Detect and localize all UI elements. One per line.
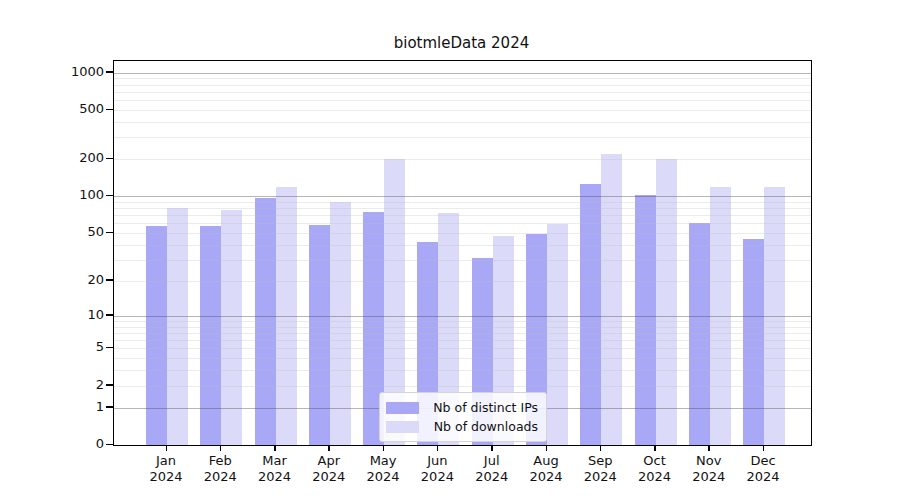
legend-swatch-distinct-ips xyxy=(386,402,419,414)
y-axis-label-1: 1 xyxy=(28,400,104,414)
gridline-700 xyxy=(114,92,811,93)
gridline-60 xyxy=(114,223,811,224)
y-axis-tick-50 xyxy=(106,232,113,234)
gridline-7 xyxy=(114,333,811,334)
gridline-800 xyxy=(114,85,811,86)
y-axis-tick-1 xyxy=(106,406,113,408)
y-axis-label-0: 0 xyxy=(28,437,104,451)
x-axis-tick-oct xyxy=(654,444,656,451)
bar-ips-nov xyxy=(689,223,710,445)
bar-downloads-sep xyxy=(601,154,622,445)
x-axis-tick-feb xyxy=(220,444,222,451)
gridline-50 xyxy=(114,233,811,234)
y-axis-tick-2 xyxy=(106,384,113,386)
gridline-10 xyxy=(114,316,811,317)
gridline-3 xyxy=(114,370,811,371)
legend-label-distinct-ips: Nb of distinct IPs xyxy=(433,400,538,415)
y-axis-label-50: 50 xyxy=(28,225,104,239)
gridline-2 xyxy=(114,386,811,387)
y-axis-tick-500 xyxy=(106,109,113,111)
x-axis-tick-sep xyxy=(600,444,602,451)
gridline-900 xyxy=(114,78,811,79)
y-axis-label-2: 2 xyxy=(28,378,104,392)
legend: Nb of distinct IPs Nb of downloads xyxy=(379,392,547,442)
gridline-70 xyxy=(114,215,811,216)
bar-ips-apr xyxy=(309,225,330,445)
x-axis-tick-jul xyxy=(491,444,493,451)
x-axis-tick-mar xyxy=(274,444,276,451)
x-axis-tick-dec xyxy=(763,444,765,451)
gridline-200 xyxy=(114,159,811,160)
y-axis-tick-100 xyxy=(106,195,113,197)
x-axis-tick-may xyxy=(383,444,385,451)
x-axis-label-dec: Dec 2024 xyxy=(731,453,795,485)
gridline-4 xyxy=(114,358,811,359)
legend-swatch-downloads xyxy=(386,421,419,433)
gridline-90 xyxy=(114,202,811,203)
y-axis-tick-20 xyxy=(106,279,113,281)
y-axis-label-1000: 1000 xyxy=(28,65,104,79)
y-axis-tick-1000 xyxy=(106,71,113,73)
y-axis-tick-5 xyxy=(106,347,113,349)
gridline-1000 xyxy=(114,73,811,74)
gridline-5 xyxy=(114,348,811,349)
plot-area xyxy=(113,60,812,446)
x-axis-tick-aug xyxy=(546,444,548,451)
gridline-100 xyxy=(114,196,811,197)
x-axis-tick-jun xyxy=(437,444,439,451)
figure-canvas: biotmleData 2024 0 1 2 5 10 20 50 100 200 500 1000… xyxy=(0,0,900,500)
x-axis-tick-apr xyxy=(328,444,330,451)
gridline-300 xyxy=(114,137,811,138)
gridline-600 xyxy=(114,100,811,101)
y-axis-label-200: 200 xyxy=(28,151,104,165)
legend-label-downloads: Nb of downloads xyxy=(434,419,538,434)
bar-downloads-aug xyxy=(547,224,568,445)
legend-item-distinct-ips: Nb of distinct IPs xyxy=(386,398,538,417)
y-axis-label-500: 500 xyxy=(28,102,104,116)
x-axis-tick-jan xyxy=(166,444,168,451)
y-axis-label-20: 20 xyxy=(28,273,104,287)
y-axis-label-10: 10 xyxy=(28,308,104,322)
legend-item-downloads: Nb of downloads xyxy=(386,417,538,436)
x-axis-tick-nov xyxy=(708,444,710,451)
gridline-6 xyxy=(114,340,811,341)
y-axis-tick-200 xyxy=(106,158,113,160)
y-axis-tick-0 xyxy=(106,444,113,446)
y-axis-label-5: 5 xyxy=(28,340,104,354)
gridline-8 xyxy=(114,327,811,328)
gridline-20 xyxy=(114,281,811,282)
gridline-500 xyxy=(114,110,811,111)
gridline-80 xyxy=(114,208,811,209)
y-axis-tick-10 xyxy=(106,314,113,316)
gridline-400 xyxy=(114,122,811,123)
chart-title: biotmleData 2024 xyxy=(113,34,810,52)
gridline-40 xyxy=(114,245,811,246)
bar-ips-dec xyxy=(743,239,764,445)
gridline-9 xyxy=(114,321,811,322)
gridline-30 xyxy=(114,260,811,261)
y-axis-label-100: 100 xyxy=(28,188,104,202)
